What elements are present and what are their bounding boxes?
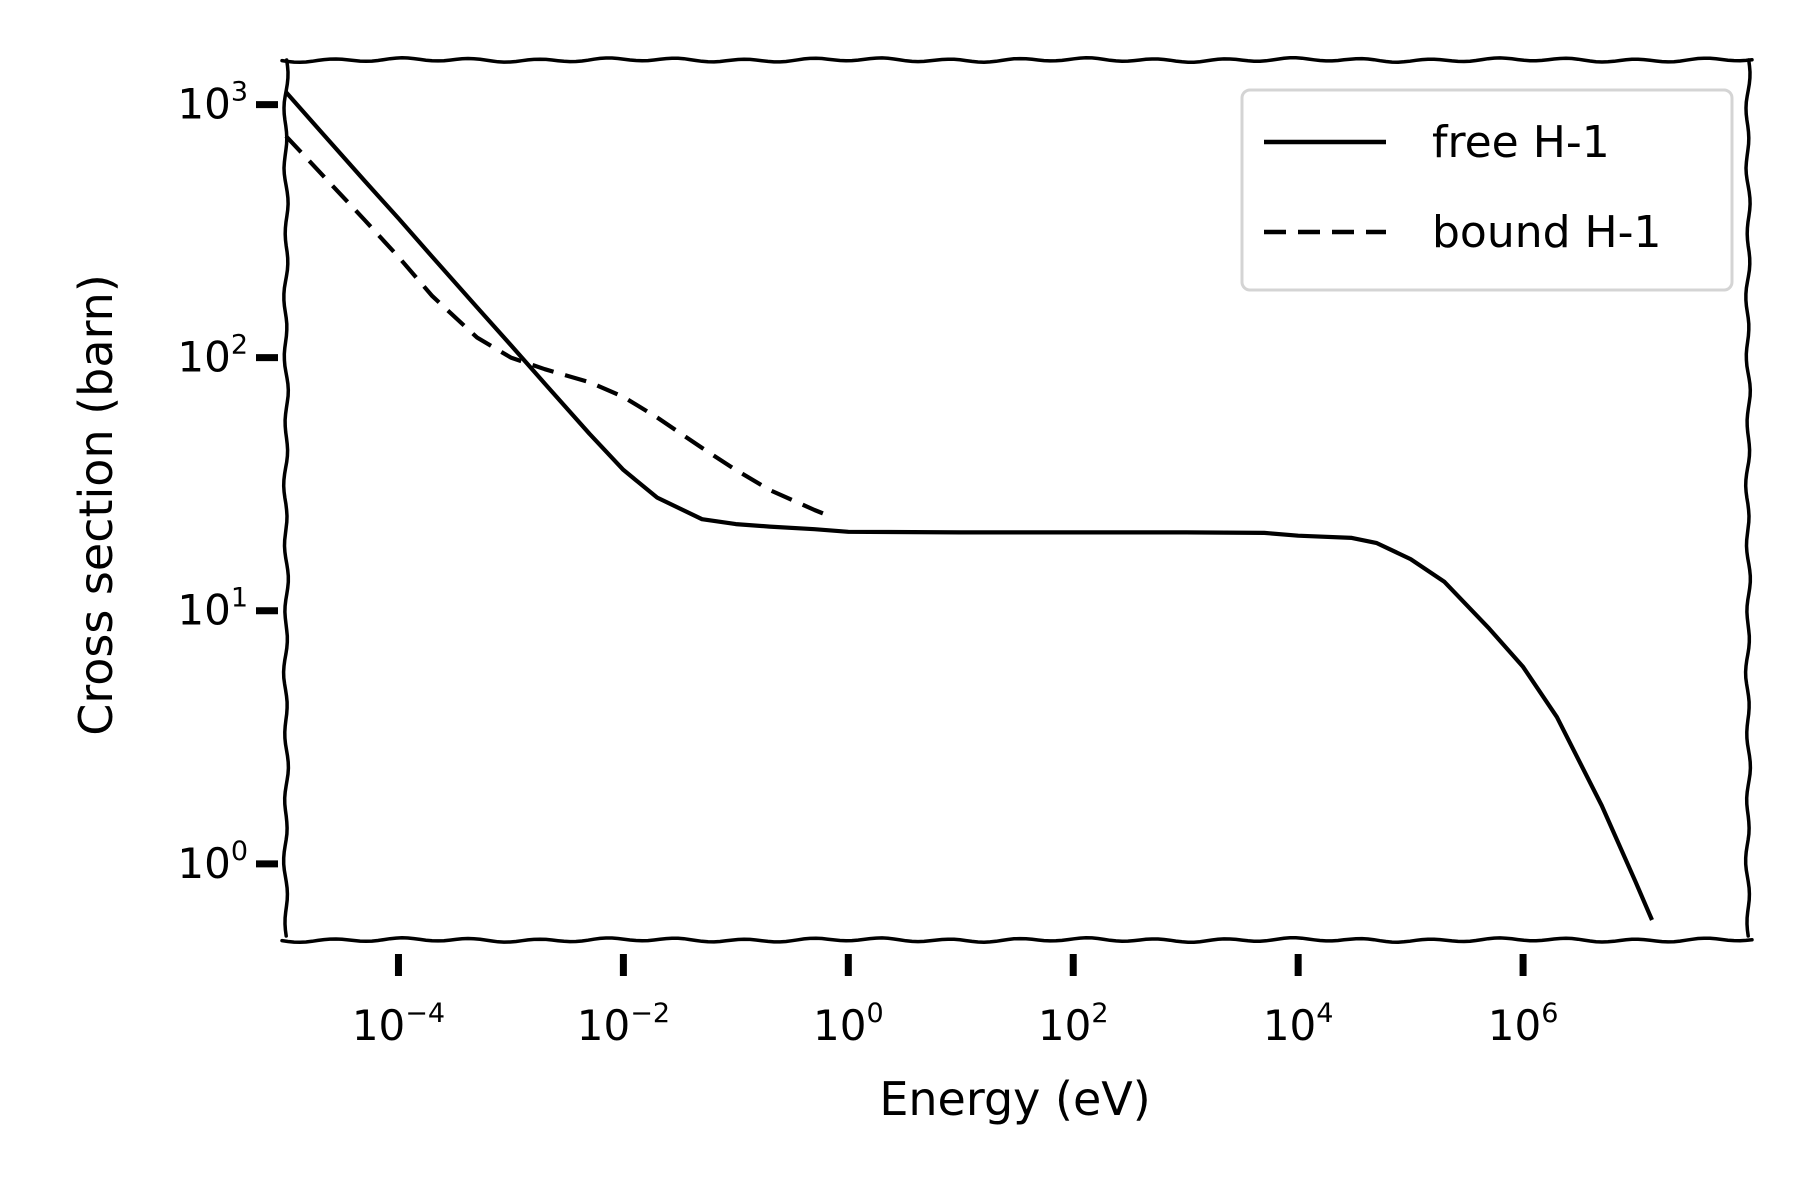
x-tick-label: 10−2 [577,998,670,1050]
series-layer [284,90,1654,921]
series-line-free-h1 [284,90,1654,921]
series-line-bound-h1 [284,134,827,517]
frame-top [280,56,1754,64]
y-tick-label: 100 [177,836,248,888]
plot-frame [280,56,1754,944]
x-tick-label: 102 [1038,998,1109,1050]
y-tick-label: 102 [177,330,248,382]
x-tick-label: 100 [813,998,884,1050]
y-axis: 100 101 102 103 [177,77,278,888]
x-tick-label: 106 [1488,998,1559,1050]
legend: free H-1 bound H-1 [1240,88,1734,292]
frame-left [281,58,291,938]
x-tick-label: 104 [1263,998,1334,1050]
x-tick-label: 10−4 [352,998,445,1050]
x-axis-label: Energy (eV) [879,1072,1150,1126]
y-axis-label: Cross section (barn) [69,274,123,736]
legend-label: free H-1 [1432,117,1610,168]
legend-label: bound H-1 [1432,207,1662,258]
frame-right [1743,58,1753,938]
y-tick-label: 103 [177,77,248,129]
x-axis: 10−4 10−2 100 102 104 106 [352,954,1559,1050]
frame-bottom [280,936,1754,944]
y-tick-label: 101 [177,583,248,635]
